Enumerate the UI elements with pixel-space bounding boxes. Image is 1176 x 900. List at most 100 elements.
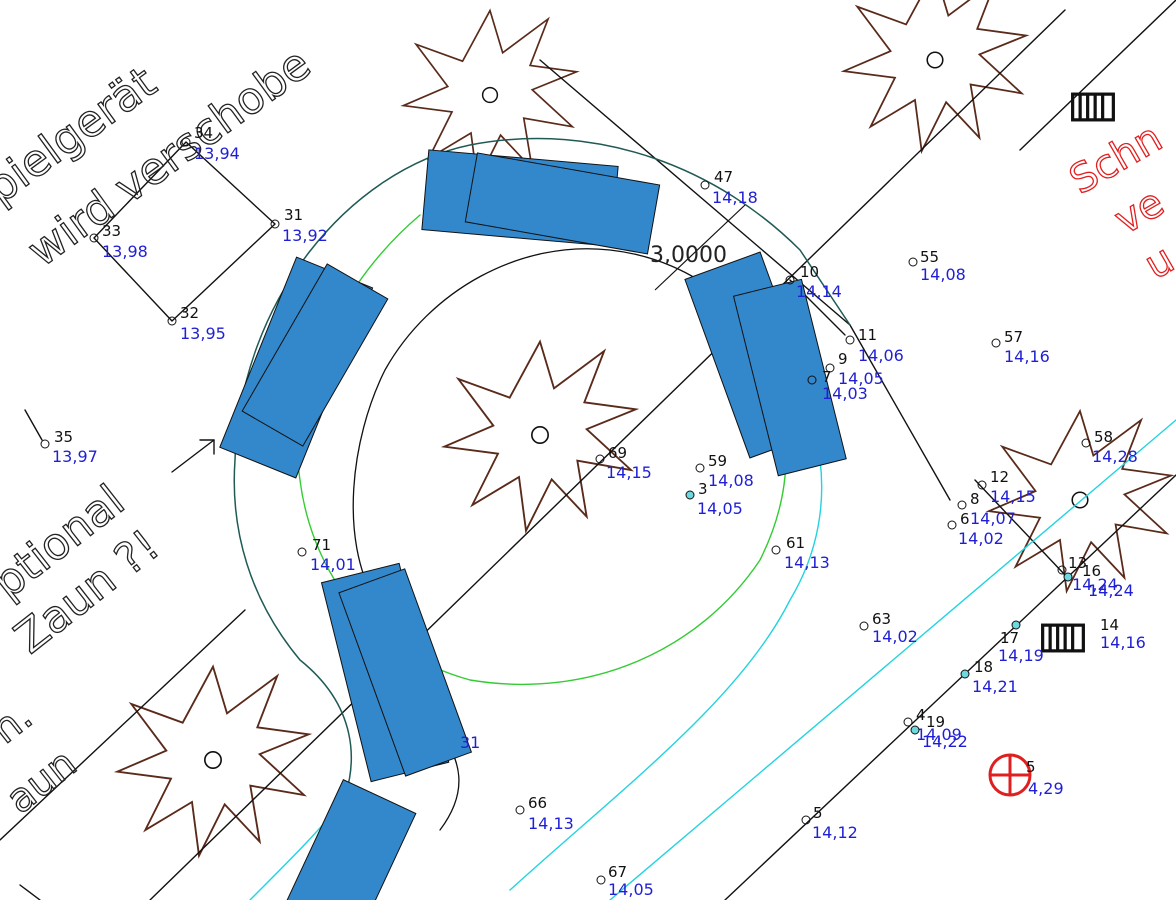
svg-text:61: 61 (786, 534, 805, 552)
note-left-h: h. (0, 693, 41, 753)
svg-text:67: 67 (608, 863, 627, 881)
svg-text:14,01: 14,01 (310, 555, 356, 574)
svg-text:14,05: 14,05 (608, 880, 654, 899)
svg-text:13,94: 13,94 (194, 144, 240, 163)
teal-curve (233, 137, 851, 831)
point-8: 814,07 (957, 490, 1016, 528)
point-4: 414,09 (903, 706, 962, 744)
svg-text:5: 5 (813, 804, 823, 822)
svg-text:8: 8 (970, 490, 980, 508)
survey-target-icon (988, 753, 1032, 797)
svg-text:57: 57 (1004, 328, 1023, 346)
svg-text:3: 3 (698, 480, 708, 498)
point-34: 34 13,94 (181, 124, 240, 163)
note-left-zaun: aun (0, 740, 85, 823)
tree-icon (116, 665, 310, 857)
svg-text:6: 6 (960, 510, 970, 528)
svg-text:13,98: 13,98 (102, 242, 148, 261)
point-5: 514,12 (801, 804, 858, 842)
cyan-line (609, 419, 1176, 900)
svg-text:14,22: 14,22 (922, 732, 968, 751)
svg-text:18: 18 (974, 658, 993, 676)
svg-text:9: 9 (838, 350, 848, 368)
svg-text:14,15: 14,15 (606, 463, 652, 482)
svg-text:14,02: 14,02 (872, 627, 918, 646)
svg-text:17: 17 (1000, 629, 1019, 647)
svg-text:13: 13 (1068, 554, 1087, 572)
svg-text:4,29: 4,29 (1028, 779, 1064, 798)
svg-text:35: 35 (54, 428, 73, 446)
point-13: 13 14,24 (1057, 554, 1118, 594)
svg-text:31: 31 (460, 733, 480, 752)
svg-text:14,16: 14,16 (1100, 633, 1146, 652)
svg-text:14,13: 14,13 (784, 553, 830, 572)
tree-icon (843, 0, 1027, 152)
point-32: 32 13,95 (167, 304, 226, 343)
point-fragment-31: 31 (460, 733, 480, 752)
svg-text:32: 32 (180, 304, 199, 322)
svg-text:47: 47 (714, 168, 733, 186)
svg-text:69: 69 (608, 444, 627, 462)
svg-text:14,07: 14,07 (970, 509, 1016, 528)
svg-text:14,18: 14,18 (712, 188, 758, 207)
svg-text:19: 19 (926, 713, 945, 731)
svg-text:59: 59 (708, 452, 727, 470)
svg-text:58: 58 (1094, 428, 1113, 446)
dimension-label: 3,0000 (650, 243, 727, 268)
svg-text:5: 5 (1026, 758, 1036, 776)
point-6: 614,02 (947, 510, 1004, 548)
svg-text:66: 66 (528, 794, 547, 812)
svg-text:13,92: 13,92 (282, 226, 328, 245)
svg-text:33: 33 (102, 222, 121, 240)
svg-text:14,16: 14,16 (1004, 347, 1050, 366)
svg-text:14,08: 14,08 (708, 471, 754, 490)
svg-text:71: 71 (312, 536, 331, 554)
tree-icon (443, 340, 637, 532)
svg-text:63: 63 (872, 610, 891, 628)
svg-text:31: 31 (284, 206, 303, 224)
point-66: 66 14,13 (515, 794, 574, 833)
svg-text:14,09: 14,09 (916, 725, 962, 744)
svg-text:4: 4 (916, 706, 926, 724)
svg-text:14,05: 14,05 (838, 369, 884, 388)
svg-text:14,03: 14,03 (822, 384, 868, 403)
svg-text:13,95: 13,95 (180, 324, 226, 343)
svg-text:14,06: 14,06 (858, 346, 904, 365)
svg-text:10: 10 (800, 263, 819, 281)
point-11: 11 14,06 (845, 326, 904, 365)
svg-text:12: 12 (990, 468, 1009, 486)
note-red-3: u (1137, 236, 1176, 289)
point-3: 314,05 (685, 480, 743, 518)
svg-text:55: 55 (920, 248, 939, 266)
svg-text:13,97: 13,97 (52, 447, 98, 466)
svg-text:14: 14 (1100, 616, 1119, 634)
svg-text:7: 7 (822, 368, 832, 386)
svg-text:11: 11 (858, 326, 877, 344)
hydrant-grate-icon (1040, 623, 1086, 653)
vehicles (219, 149, 847, 900)
point-9: 914,05 (825, 350, 884, 388)
svg-text:14,28: 14,28 (1092, 447, 1138, 466)
svg-text:14,19: 14,19 (998, 646, 1044, 665)
svg-text:14,15: 14,15 (990, 487, 1036, 506)
note-red-2: ve (1107, 180, 1172, 244)
svg-text:14,08: 14,08 (920, 265, 966, 284)
point-31: 31 13,92 (270, 206, 328, 245)
svg-text:14,24: 14,24 (1088, 581, 1134, 600)
svg-text:14,13: 14,13 (528, 814, 574, 833)
